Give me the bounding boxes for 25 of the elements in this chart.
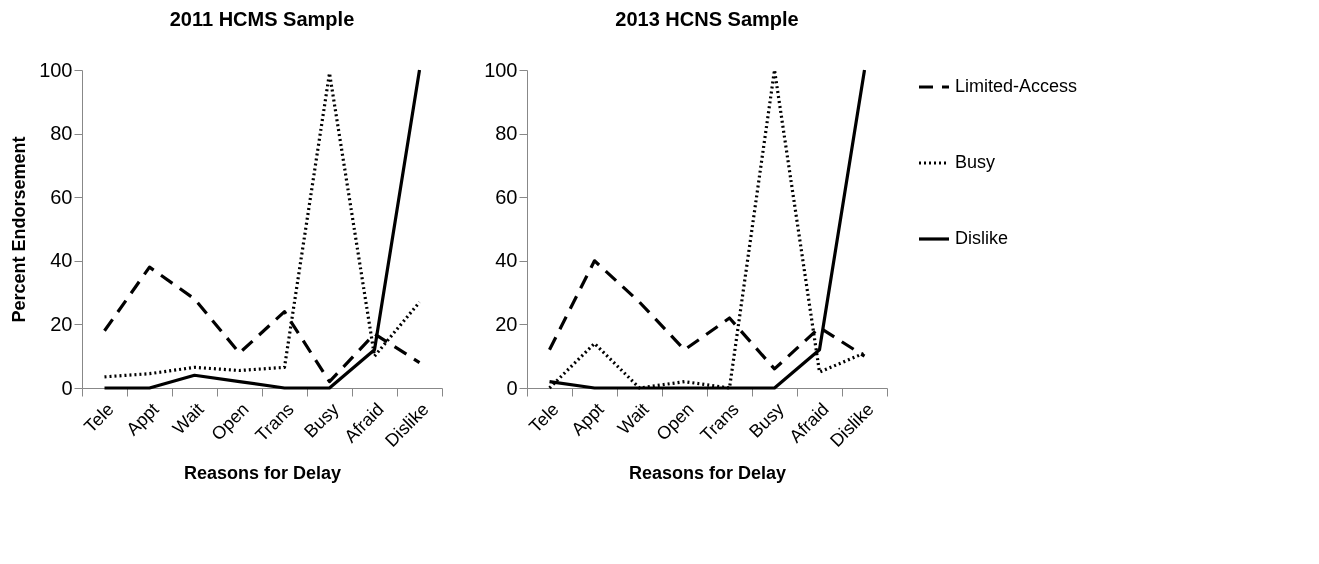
legend-label: Busy: [955, 152, 996, 172]
y-tick-label: 0: [506, 376, 518, 399]
y-tick-label: 100: [484, 58, 518, 81]
y-tick-label: 0: [61, 376, 73, 399]
y-tick-label: 40: [50, 249, 73, 272]
y-tick-label: 60: [495, 185, 518, 208]
y-tick-label: 100: [39, 58, 73, 81]
legend-label: Dislike: [955, 228, 1009, 248]
line-series: [547, 68, 867, 390]
chart-title: 2013 HCNS Sample: [615, 8, 799, 30]
legend-label: Limited-Access: [955, 76, 1078, 96]
y-axis-title: Percent Endorsement: [9, 136, 30, 323]
y-tick-label: 40: [495, 249, 518, 272]
y-tick-label: 20: [50, 312, 73, 335]
y-tick-label: 60: [50, 185, 73, 208]
y-tick-label: 80: [50, 122, 73, 145]
chart-title: 2011 HCMS Sample: [169, 8, 355, 30]
x-axis-title: Reasons for Delay: [628, 462, 787, 483]
x-axis-title: Reasons for Delay: [183, 462, 342, 483]
y-tick-label: 80: [495, 122, 518, 145]
x-tick-label: Wait: [613, 399, 653, 439]
x-tick-label: Wait: [168, 399, 208, 439]
x-tick-label: Tele: [525, 399, 563, 437]
y-tick-label: 20: [495, 312, 518, 335]
x-tick-label: Tele: [80, 399, 118, 437]
